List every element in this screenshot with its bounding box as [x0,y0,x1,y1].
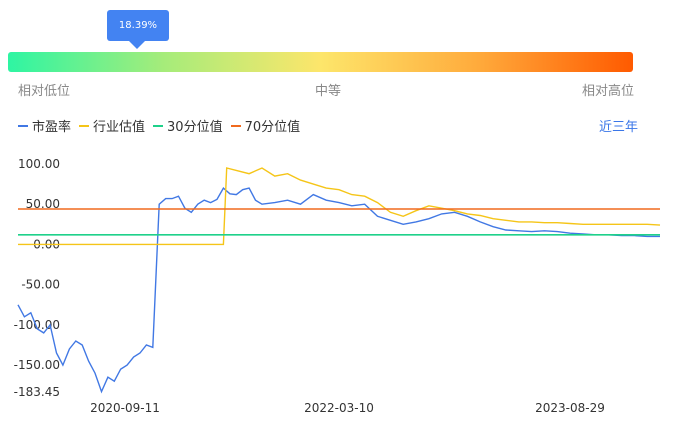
gauge-low-label: 相对低位 [18,84,71,99]
legend-item-industry[interactable]: 行业估值 [79,116,145,135]
pe-line-chart: 100.0050.000.00-50.00-100.00-150.00-183.… [14,157,661,415]
legend-swatch-p30 [153,124,164,127]
gauge-mid-label: 中等 [315,84,342,99]
industry-series-line [18,167,661,246]
valuation-gauge-bar [8,52,633,72]
y-tick-label: -150.00 [14,358,60,372]
gauge-high-label: 相对高位 [582,84,635,99]
legend-swatch-p70 [230,124,241,127]
y-tick-label: 50.00 [26,197,60,211]
y-tick-label: -100.00 [14,318,60,332]
chart-series [17,167,661,394]
time-range-selector[interactable]: 近三年 [599,120,639,135]
x-tick-label: 2023-08-29 [535,401,605,415]
legend-item-pe[interactable]: 市盈率 [18,116,71,135]
legend-label-industry: 行业估值 [93,120,146,135]
legend-item-p30[interactable]: 30分位值 [153,116,223,135]
y-tick-label: -50.00 [21,278,60,292]
x-tick-label: 2022-03-10 [304,401,374,415]
pe-series-line [17,187,660,394]
legend-label-p30: 30分位值 [167,120,223,135]
legend-item-p70[interactable]: 70分位值 [230,116,301,135]
chart-legend: 市盈率 行业估值 30分位值 70分位值 [18,116,308,135]
legend-label-pe: 市盈率 [32,120,72,135]
x-tick-label: 2020-09-11 [90,401,160,415]
legend-label-p70: 70分位值 [244,120,301,135]
y-tick-label: 100.00 [18,157,60,171]
percentile-value: 18.39% [118,20,158,31]
y-tick-label: -183.45 [14,385,60,399]
x-axis-ticks: 2020-09-11 2022-03-10 2023-08-29 [90,401,605,415]
legend-swatch-industry [79,124,90,127]
legend-swatch-pe [18,124,28,127]
percentile-tooltip: 18.39% [107,10,169,49]
y-axis-ticks: 100.0050.000.00-50.00-100.00-150.00-183.… [14,157,60,399]
